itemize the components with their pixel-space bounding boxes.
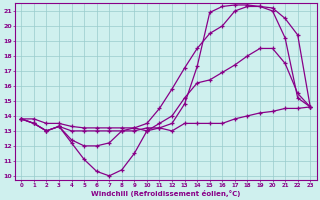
X-axis label: Windchill (Refroidissement éolien,°C): Windchill (Refroidissement éolien,°C) [91,190,240,197]
